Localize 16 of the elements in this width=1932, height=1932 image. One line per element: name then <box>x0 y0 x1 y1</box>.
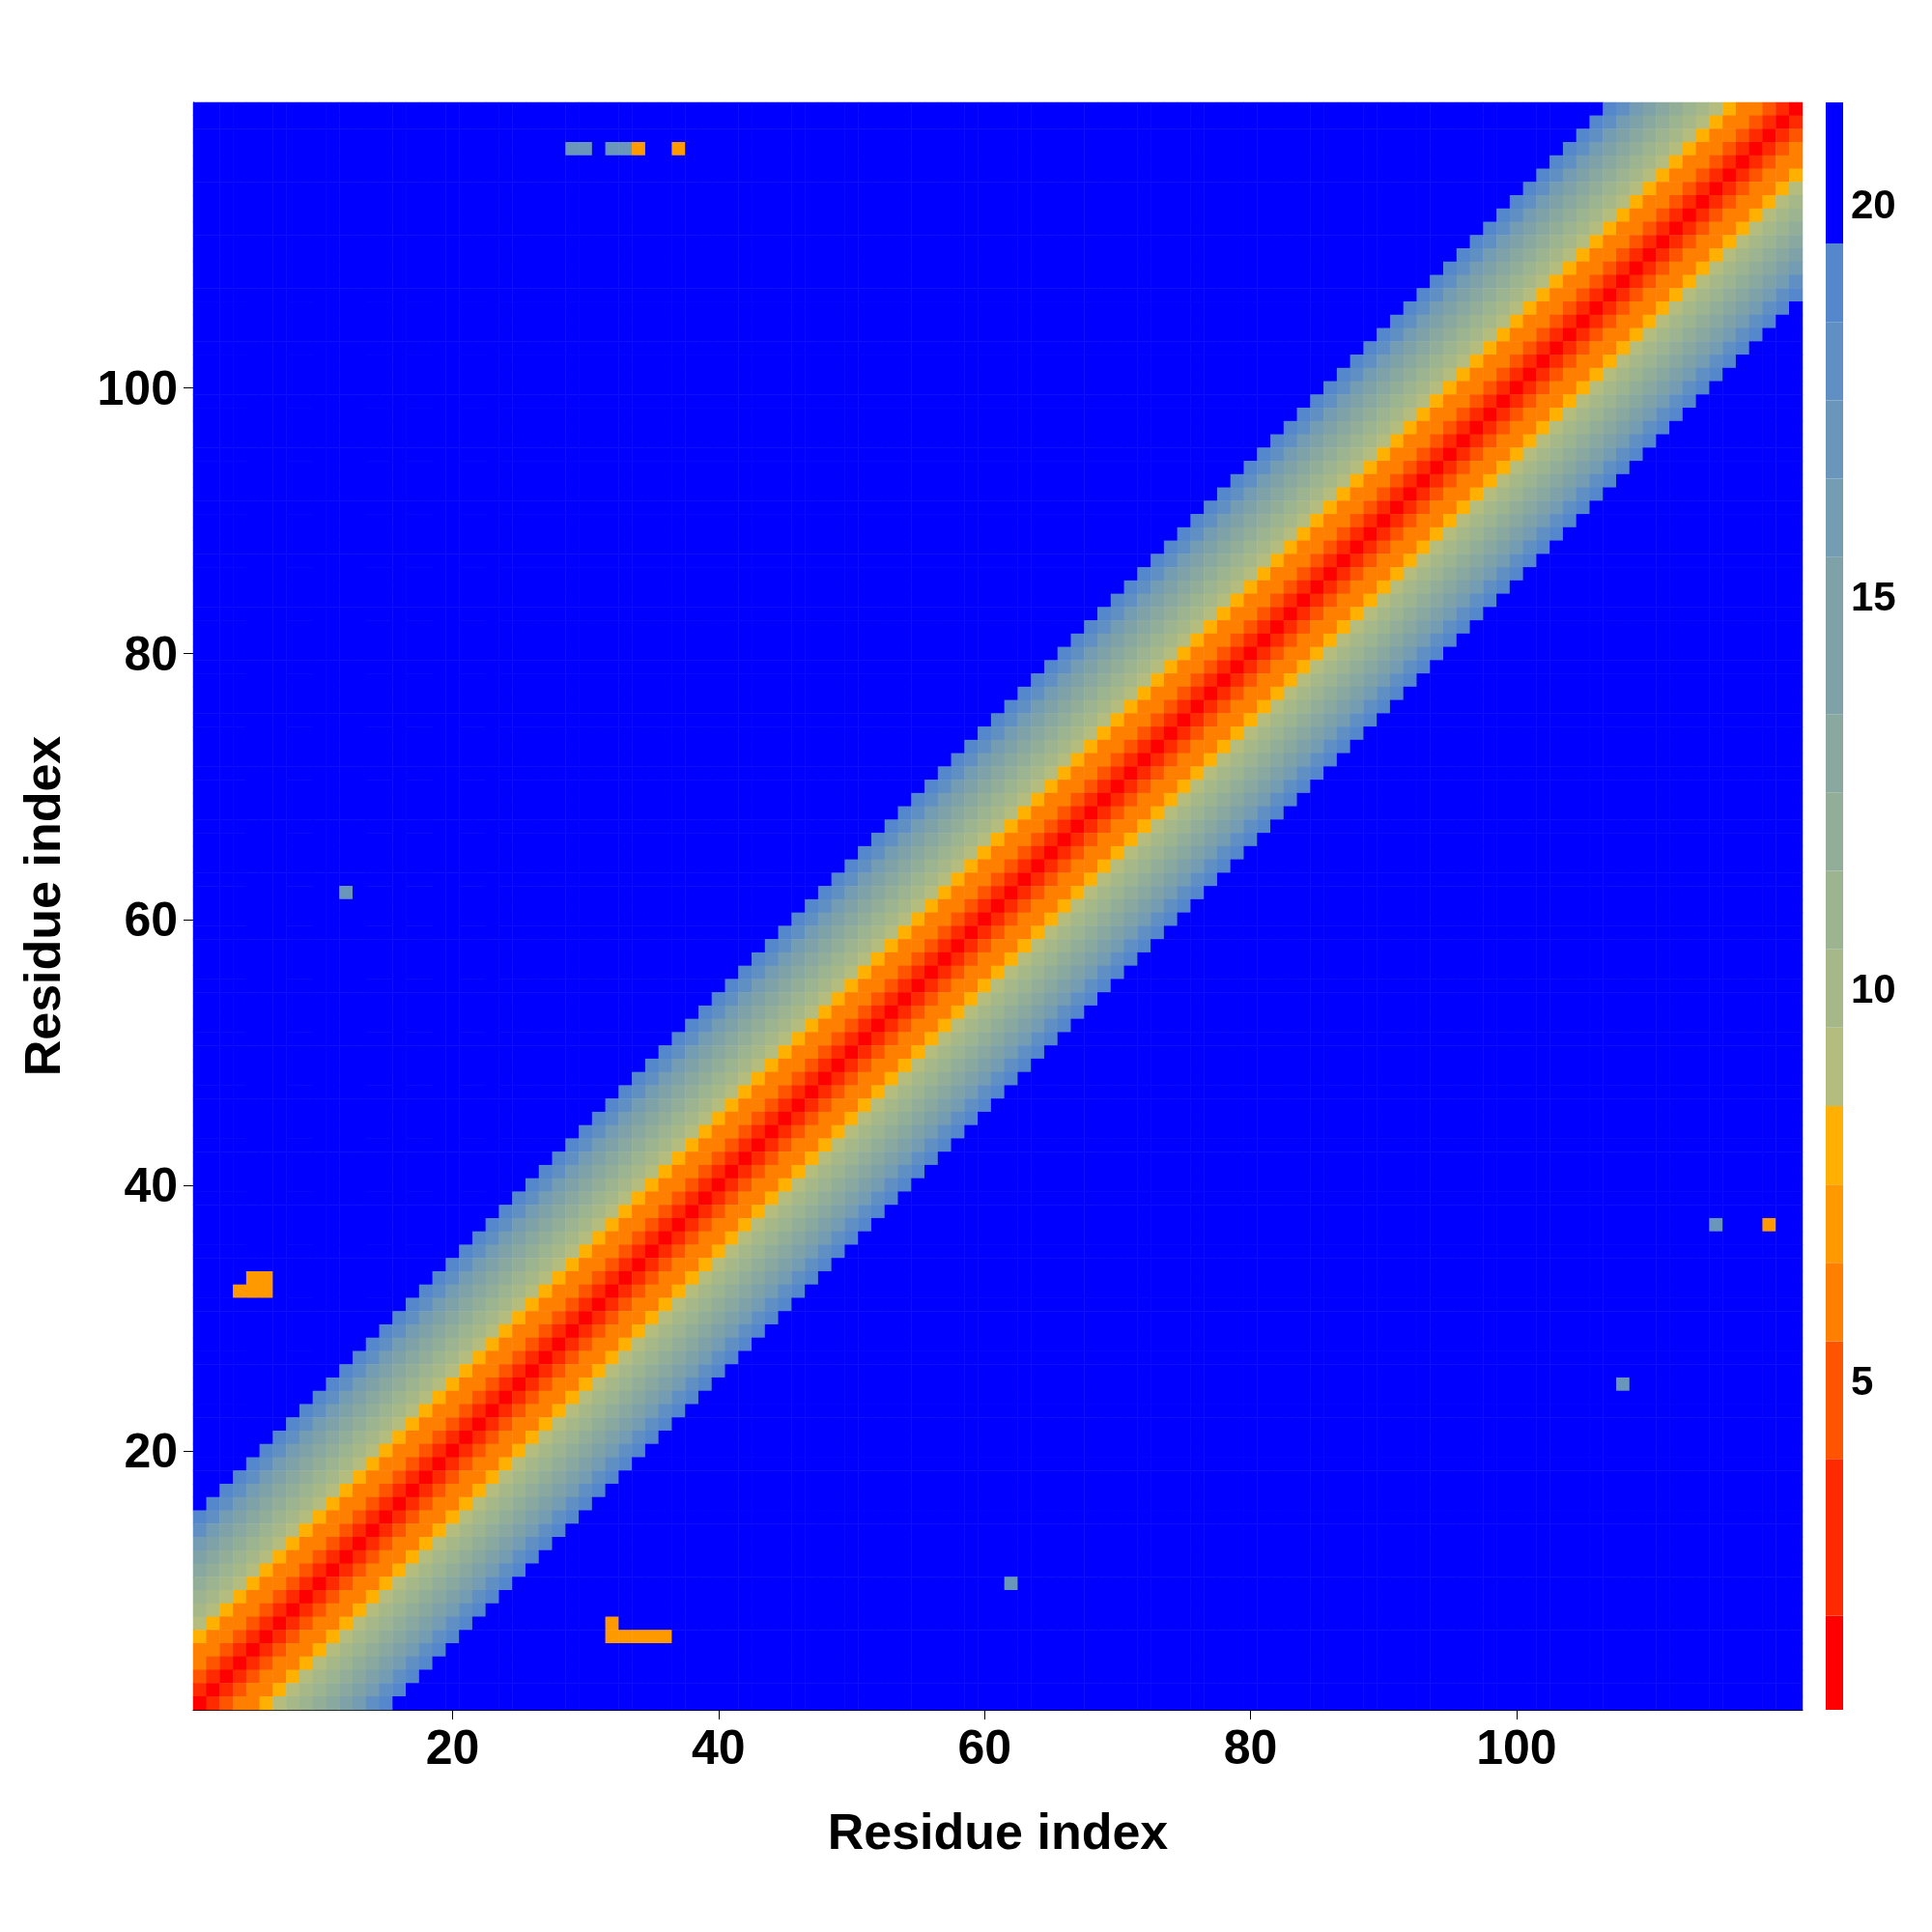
y-tick-label: 100 <box>97 360 178 415</box>
x-tick-label: 20 <box>425 1720 480 1775</box>
color-bar-label: 20 <box>1851 182 1896 228</box>
y-axis-title: Residue index <box>14 735 71 1077</box>
x-tick-label: 60 <box>957 1720 1012 1775</box>
y-tick-label: 60 <box>124 892 178 947</box>
color-bar-label: 10 <box>1851 965 1896 1011</box>
color-bar-label: 5 <box>1851 1357 1874 1404</box>
x-axis-title: Residue index <box>827 1804 1169 1860</box>
y-tick-label: 80 <box>124 626 178 681</box>
y-tick-label: 20 <box>124 1423 178 1478</box>
x-tick-label: 40 <box>692 1720 746 1775</box>
color-bar-label: 15 <box>1851 573 1896 619</box>
x-tick-label: 100 <box>1476 1720 1557 1775</box>
x-tick-label: 80 <box>1223 1720 1278 1775</box>
y-tick-label: 40 <box>124 1157 178 1212</box>
